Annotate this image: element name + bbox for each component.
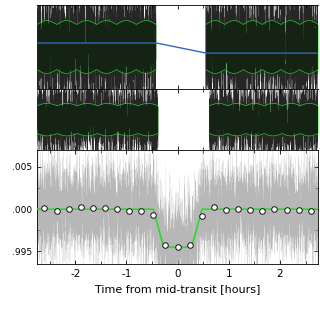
Point	[139, 209, 144, 214]
X-axis label: Time from mid-transit [hours]: Time from mid-transit [hours]	[95, 284, 260, 294]
Point	[163, 243, 168, 248]
Point	[211, 204, 216, 210]
Point	[187, 242, 192, 247]
Point	[66, 206, 71, 212]
Point	[115, 206, 120, 212]
Point	[248, 207, 253, 212]
Point	[260, 208, 265, 213]
Point	[223, 207, 228, 212]
Point	[151, 212, 156, 218]
Point	[236, 206, 241, 212]
Point	[199, 214, 204, 219]
Point	[78, 204, 83, 210]
Point	[308, 208, 313, 213]
Point	[272, 206, 277, 212]
Point	[102, 206, 108, 211]
Point	[175, 245, 180, 250]
Point	[284, 207, 289, 212]
Point	[90, 205, 95, 211]
Point	[54, 208, 59, 213]
Point	[296, 207, 301, 212]
Point	[127, 209, 132, 214]
Point	[42, 206, 47, 211]
